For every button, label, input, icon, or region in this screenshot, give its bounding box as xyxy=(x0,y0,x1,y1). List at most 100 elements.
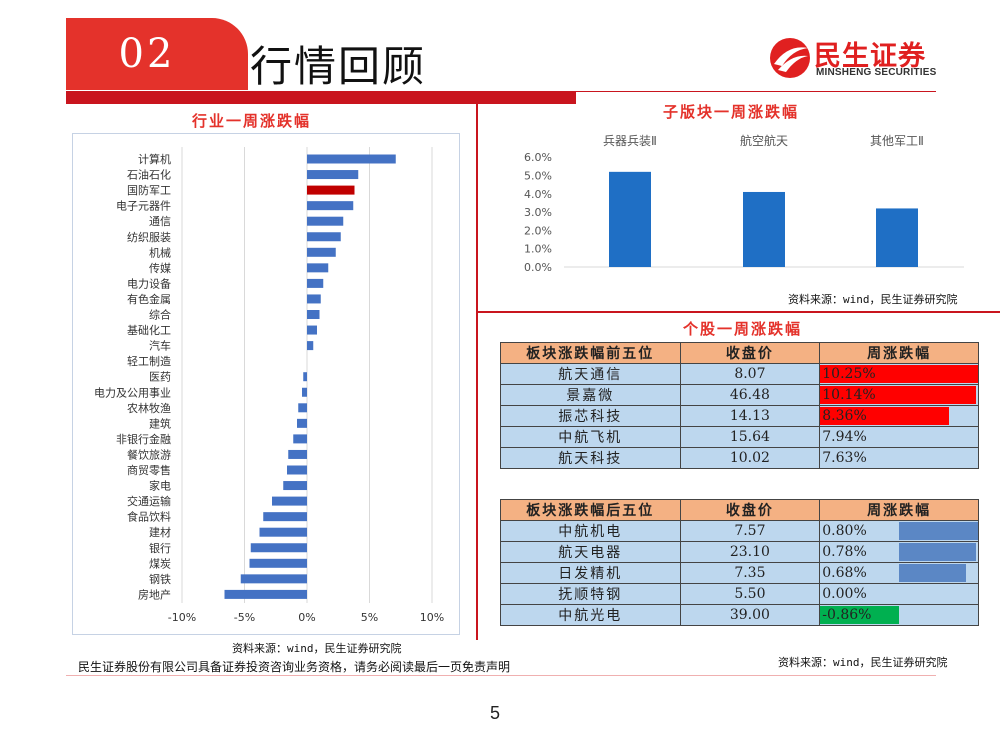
weekly-change-text: 0.00% xyxy=(822,586,867,602)
category-label: 煤炭 xyxy=(149,557,171,570)
category-label: 房地产 xyxy=(138,587,171,601)
sub-sector-column xyxy=(743,191,785,267)
header-weekly-change: 周涨跌幅 xyxy=(819,499,979,521)
industry-bar xyxy=(240,574,307,584)
category-label: 纺织服装 xyxy=(127,230,171,244)
header-close-price: 收盘价 xyxy=(679,342,821,364)
vertical-divider xyxy=(476,104,478,640)
close-price-cell: 23.10 xyxy=(679,541,821,563)
y-tick-label: 6.0% xyxy=(524,151,552,164)
close-price-cell: 15.64 xyxy=(679,426,821,448)
category-label: 轻工制造 xyxy=(127,354,171,368)
category-label: 电力及公用事业 xyxy=(94,386,171,399)
close-price-cell: 14.13 xyxy=(679,405,821,427)
top-five-table: 板块涨跌幅前五位 收盘价 周涨跌幅 航天通信 8.07 10.25% 景嘉微 46.48… xyxy=(500,342,979,469)
weekly-change-text: 7.63% xyxy=(822,450,867,466)
y-tick-label: 2.0% xyxy=(524,224,552,237)
table-row: 日发精机 7.35 0.68% xyxy=(500,562,979,584)
table-header-row: 板块涨跌幅后五位 收盘价 周涨跌幅 xyxy=(500,499,979,521)
category-label: 商贸零售 xyxy=(127,463,171,477)
weekly-change-text: 8.36% xyxy=(822,408,867,424)
table-row: 中航飞机 15.64 7.94% xyxy=(500,426,979,448)
category-label: 电力设备 xyxy=(127,276,171,290)
sub-chart-source: 资料来源：wind，民生证券研究院 xyxy=(788,293,958,306)
weekly-change-cell: 8.36% xyxy=(819,405,979,427)
industry-bar xyxy=(249,558,307,568)
close-price-cell: 8.07 xyxy=(679,363,821,385)
category-label: 电子元器件 xyxy=(116,200,171,213)
industry-bar xyxy=(272,496,307,506)
category-label: 传媒 xyxy=(149,262,171,275)
industry-bar-chart: -10% -5% 0% 5% 10% 计算机石油石化国防军工电子元器件通信纺织服装机械传媒… xyxy=(94,147,444,624)
table-header-row: 板块涨跌幅前五位 收盘价 周涨跌幅 xyxy=(500,342,979,364)
industry-bar xyxy=(307,247,336,257)
column-category-label: 兵器兵装Ⅱ xyxy=(603,134,657,148)
industry-bar xyxy=(283,481,307,491)
change-data-bar xyxy=(820,407,949,425)
weekly-change-text: 0.78% xyxy=(822,544,867,560)
industry-bar xyxy=(307,216,344,226)
change-data-bar xyxy=(899,522,978,540)
weekly-change-cell: 7.63% xyxy=(819,447,979,469)
sub-sector-column xyxy=(609,171,651,267)
stock-name-cell: 中航机电 xyxy=(500,520,681,542)
table-row: 抚顺特钢 5.50 0.00% xyxy=(500,583,979,605)
table-row: 航天电器 23.10 0.78% xyxy=(500,541,979,563)
category-label: 机械 xyxy=(149,245,171,259)
close-price-cell: 7.35 xyxy=(679,562,821,584)
x-tick-label: 5% xyxy=(361,611,378,624)
logo-english-text: MINSHENG SECURITIES xyxy=(816,67,937,78)
industry-chart-source: 资料来源：wind，民生证券研究院 xyxy=(232,642,402,655)
stock-name-cell: 抚顺特钢 xyxy=(500,583,681,605)
close-price-cell: 10.02 xyxy=(679,447,821,469)
column-category-label: 航空航天 xyxy=(740,133,788,148)
category-label: 非银行金融 xyxy=(116,432,171,446)
table-row: 中航机电 7.57 0.80% xyxy=(500,520,979,542)
horizontal-divider xyxy=(478,311,1000,313)
header-close-price: 收盘价 xyxy=(679,499,821,521)
weekly-change-text: 0.68% xyxy=(822,565,867,581)
y-tick-label: 0.0% xyxy=(524,261,552,274)
industry-bar xyxy=(307,341,314,351)
stock-name-cell: 景嘉微 xyxy=(500,384,681,406)
industry-bar xyxy=(250,543,307,553)
stock-name-cell: 日发精机 xyxy=(500,562,681,584)
category-label: 建材 xyxy=(149,525,171,539)
sub-chart-title: 子版块一周涨跌幅 xyxy=(663,103,800,121)
weekly-change-text: 10.14% xyxy=(822,387,876,403)
page-title: 行情回顾 xyxy=(250,42,427,91)
category-label: 计算机 xyxy=(138,152,171,166)
y-tick-label: 4.0% xyxy=(524,188,552,201)
change-data-bar xyxy=(899,564,967,582)
industry-bar xyxy=(224,589,307,599)
industry-bar xyxy=(307,232,341,242)
industry-bar xyxy=(307,310,320,319)
table-row: 航天科技 10.02 7.63% xyxy=(500,447,979,469)
y-tick-label: 3.0% xyxy=(524,206,552,219)
industry-bar xyxy=(303,372,307,382)
industry-bar xyxy=(307,201,354,211)
stock-name-cell: 中航光电 xyxy=(500,604,681,626)
category-label: 有色金属 xyxy=(127,292,171,306)
column-category-label: 其他军工Ⅱ xyxy=(870,134,924,148)
brand-logo: 民生证券 MINSHENG SECURITIES xyxy=(768,34,940,82)
stocks-title: 个股一周涨跌幅 xyxy=(683,320,803,338)
category-label: 餐饮旅游 xyxy=(127,447,171,461)
weekly-change-cell: 10.25% xyxy=(819,363,979,385)
industry-bar xyxy=(307,294,321,304)
category-label: 食品饮料 xyxy=(127,510,171,524)
x-tick-label: 10% xyxy=(420,611,444,624)
category-label: 基础化工 xyxy=(127,323,171,337)
weekly-change-cell: 0.68% xyxy=(819,562,979,584)
category-label: 医药 xyxy=(149,371,171,384)
category-label: 综合 xyxy=(149,308,171,322)
industry-bar xyxy=(302,387,307,397)
category-label: 钢铁 xyxy=(149,573,171,586)
footer-disclaimer: 民生证券股份有限公司具备证券投资咨询业务资格，请务必阅读最后一页免责声明 xyxy=(78,660,511,674)
sub-sector-column-chart: 0.0% 1.0% 2.0% 3.0% 4.0% 5.0% 6.0% 兵器兵装Ⅱ 航空航天 其他军… xyxy=(524,133,964,274)
table-row: 振芯科技 14.13 8.36% xyxy=(500,405,979,427)
weekly-change-cell: 7.94% xyxy=(819,426,979,448)
industry-bar xyxy=(287,465,307,475)
category-label: 石油石化 xyxy=(127,168,171,182)
weekly-change-cell: 0.80% xyxy=(819,520,979,542)
